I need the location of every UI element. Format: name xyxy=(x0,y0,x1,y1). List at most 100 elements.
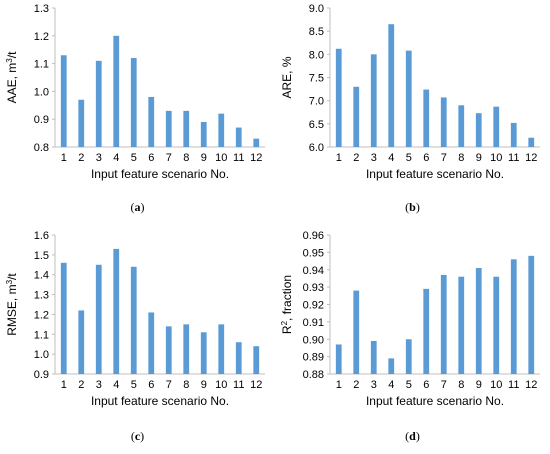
bar-a-5 xyxy=(130,58,137,147)
x-tick-label: 2 xyxy=(353,379,359,391)
bar-b-9 xyxy=(475,113,482,147)
bar-c-11 xyxy=(235,342,242,374)
y-tick-label: 1.2 xyxy=(34,31,49,43)
caption-d: (d) xyxy=(405,429,420,443)
y-tick-label: 6.0 xyxy=(309,142,324,154)
bar-c-7 xyxy=(165,326,172,374)
x-tick-label: 6 xyxy=(148,379,154,391)
x-tick-label: 8 xyxy=(458,152,464,164)
x-tick-label: 10 xyxy=(490,379,502,391)
x-tick-label: 4 xyxy=(388,152,394,164)
x-tick-label: 2 xyxy=(353,152,359,164)
y-axis-label-main: ARE, % xyxy=(280,56,294,98)
bar-c-9 xyxy=(200,332,207,374)
x-tick-label: 1 xyxy=(336,152,342,164)
x-tick-label: 4 xyxy=(113,152,119,164)
y-axis-label-main: RMSE, m xyxy=(5,284,19,335)
bar-d-4 xyxy=(388,358,395,374)
x-tick-label: 9 xyxy=(476,379,482,391)
y-tick-label: 8.5 xyxy=(309,26,324,38)
x-tick-label: 1 xyxy=(61,379,67,391)
caption-d-letter: d xyxy=(409,429,416,443)
y-axis-label: ARE, % xyxy=(280,56,294,98)
x-tick-label: 11 xyxy=(508,379,519,391)
y-tick-label: 0.8 xyxy=(34,142,49,154)
y-axis-label-tail: , fraction xyxy=(280,275,294,321)
x-tick-label: 8 xyxy=(183,379,189,391)
bar-d-12 xyxy=(528,255,535,374)
bar-b-3 xyxy=(370,54,377,148)
y-tick-label: 0.88 xyxy=(303,369,324,381)
bar-d-2 xyxy=(353,290,360,374)
y-tick-label: 0.95 xyxy=(303,247,324,259)
x-tick-label: 10 xyxy=(490,152,502,164)
x-tick-label: 5 xyxy=(131,152,137,164)
bar-b-1 xyxy=(335,48,342,148)
chart-panel-b: 6.0 6.5 7.0 7.5 8.0 8.5 9.0 1 2 3 4 5 6 7 8 9 10 11 12 Inpu… xyxy=(275,0,550,227)
bar-d-9 xyxy=(475,268,482,374)
bar-b-8 xyxy=(458,105,465,147)
bar-a-8 xyxy=(183,110,190,147)
caption-b: (b) xyxy=(405,200,420,214)
y-axis-label-sup: 3 xyxy=(5,58,14,63)
y-axis-label-tail: /t xyxy=(5,273,19,280)
y-axis-label: R2, fraction xyxy=(280,275,294,334)
chart-panel-d: 0.88 0.89 0.90 0.91 0.92 0.93 0.94 0.95 0.96 1 2 3 4… xyxy=(275,227,550,454)
y-tick-label: 1.3 xyxy=(34,3,49,15)
bar-c-10 xyxy=(218,324,225,374)
y-axis-label: RMSE, m3/t xyxy=(5,273,19,336)
y-tick-label: 1.4 xyxy=(34,270,49,282)
y-tick-label: 1.2 xyxy=(34,309,49,321)
x-tick-label: 12 xyxy=(250,152,262,164)
y-tick-label: 1.3 xyxy=(34,290,49,302)
y-axis-label-sup: 3 xyxy=(5,279,14,284)
bar-d-10 xyxy=(493,276,500,374)
x-tick-label: 5 xyxy=(131,379,137,391)
bar-b-2 xyxy=(353,86,360,147)
bar-d-7 xyxy=(440,274,447,374)
x-axis-label: Input feature scenario No. xyxy=(91,394,229,408)
y-axis-label-main: AAE, m xyxy=(5,63,19,104)
y-tick-label: 0.92 xyxy=(303,300,324,312)
y-tick-label: 0.94 xyxy=(303,265,324,277)
x-tick-label: 7 xyxy=(441,152,447,164)
bar-d-11 xyxy=(510,259,517,374)
bar-b-7 xyxy=(440,97,447,147)
bar-a-4 xyxy=(113,35,120,147)
x-tick-label: 3 xyxy=(96,379,102,391)
bar-c-3 xyxy=(95,264,102,374)
caption-c-letter: c xyxy=(134,429,141,443)
caption-a: (a) xyxy=(130,200,145,214)
y-tick-label: 1.6 xyxy=(34,230,49,242)
y-tick-label: 0.90 xyxy=(303,334,324,346)
x-tick-label: 8 xyxy=(183,152,189,164)
x-tick-label: 5 xyxy=(406,152,412,164)
x-tick-label: 6 xyxy=(423,379,429,391)
x-tick-label: 11 xyxy=(233,379,244,391)
x-tick-label: 11 xyxy=(508,152,519,164)
y-tick-label: 8.0 xyxy=(309,49,324,61)
x-tick-label: 2 xyxy=(78,152,84,164)
x-tick-label: 9 xyxy=(201,152,207,164)
y-tick-label: 9.0 xyxy=(309,3,324,15)
bar-a-1 xyxy=(60,55,67,148)
caption-c: (c) xyxy=(130,429,145,443)
x-tick-label: 2 xyxy=(78,379,84,391)
y-tick-label: 7.0 xyxy=(309,96,324,108)
x-tick-label: 3 xyxy=(96,152,102,164)
x-tick-label: 12 xyxy=(525,152,537,164)
y-axis-label-main: R xyxy=(280,325,294,334)
caption-a-letter: a xyxy=(134,200,141,214)
y-tick-label: 7.5 xyxy=(309,73,324,85)
y-tick-label: 0.93 xyxy=(303,282,324,294)
bar-b-11 xyxy=(510,122,517,147)
chart-panel-c: 0.9 1.0 1.1 1.2 1.3 1.4 1.5 1.6 1 2 3 4 5 6 7 8 9 10 11 12 I… xyxy=(0,227,275,454)
x-tick-label: 7 xyxy=(441,379,447,391)
x-tick-label: 3 xyxy=(371,379,377,391)
y-axis-label-tail: /t xyxy=(5,51,19,58)
bar-b-10 xyxy=(493,106,500,147)
bar-d-1 xyxy=(335,344,342,374)
x-tick-label: 6 xyxy=(423,152,429,164)
bar-d-6 xyxy=(423,288,430,374)
